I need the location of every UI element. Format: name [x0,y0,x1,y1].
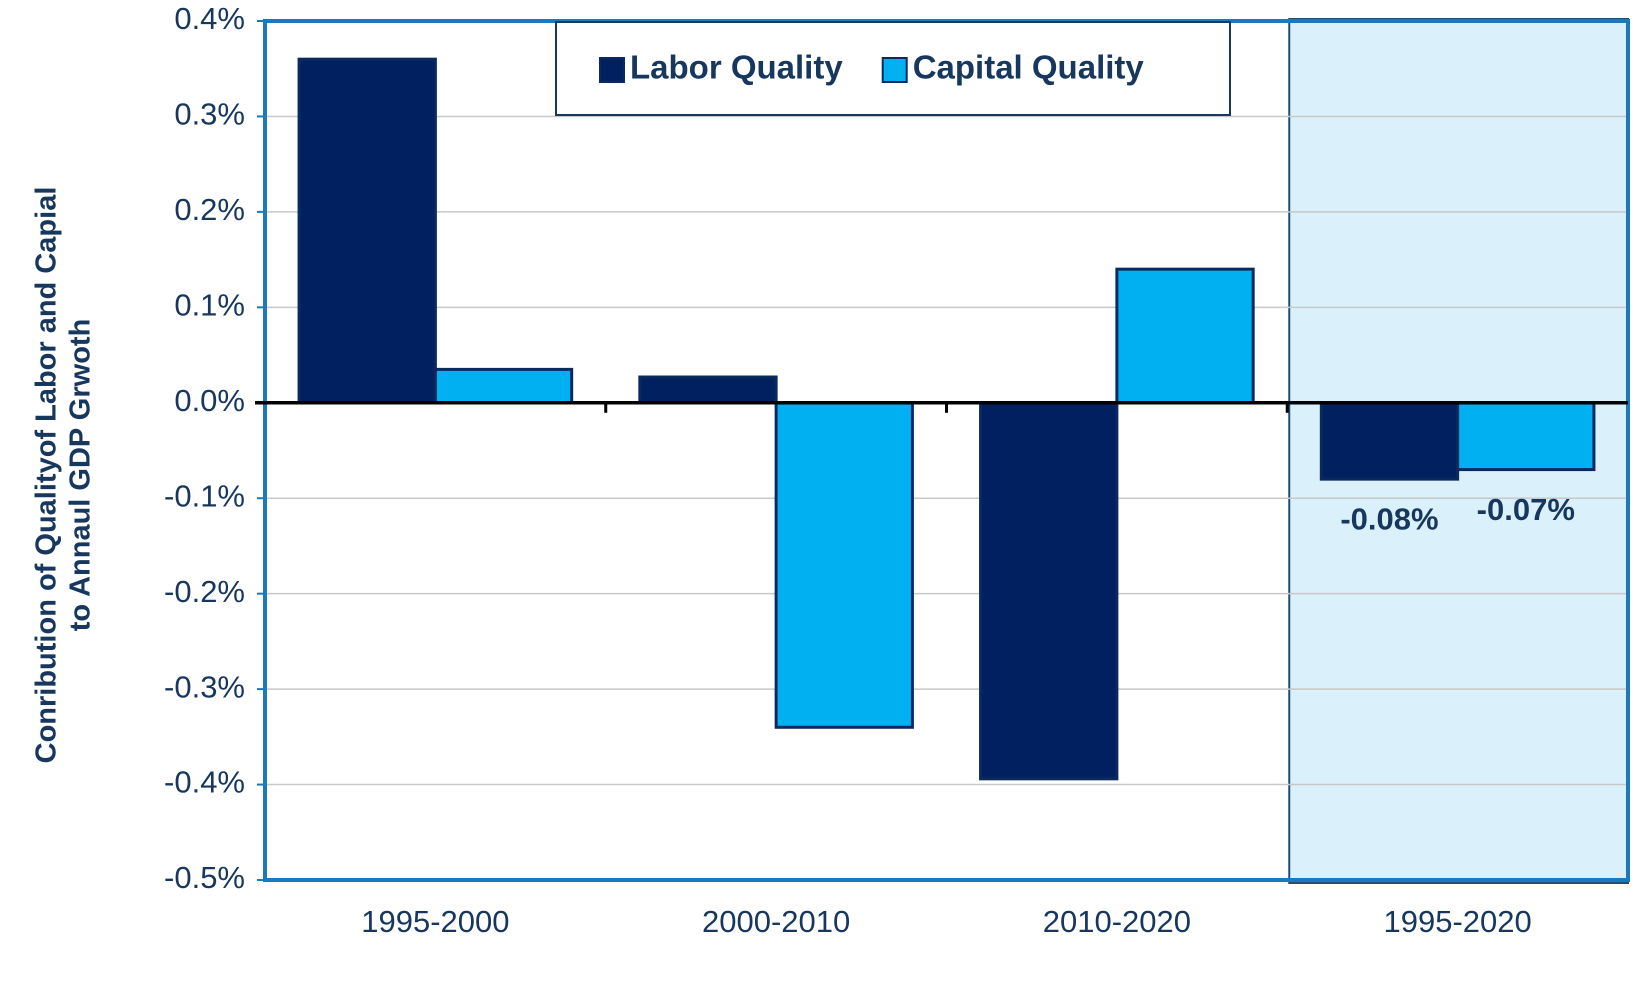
value-label: -0.07% [1477,492,1575,527]
x-tick-label: 2010-2020 [1043,904,1191,939]
legend-swatch [881,57,908,83]
y-tick-label: 0.3% [174,97,245,132]
y-tick-label: 0.2% [174,192,245,227]
y-tick-label: 0.1% [174,288,245,323]
y-tick-label: -0.4% [164,765,245,800]
y-tick-label: -0.5% [164,860,245,895]
bar [638,375,778,405]
y-tick-label: -0.2% [164,574,245,609]
legend-label: Labor Quality [630,49,843,86]
y-tick-label: -0.3% [164,669,245,704]
value-label: -0.08% [1340,501,1438,536]
y-axis-title: to Annaul GDP Grwoth [65,319,97,632]
bar [297,57,437,405]
bar [979,401,1119,781]
x-tick-label: 1995-2020 [1384,904,1532,939]
legend-label: Capital Quality [913,49,1145,86]
bar [1115,267,1255,405]
y-tick-label: -0.1% [164,478,245,513]
bar [1456,401,1596,472]
y-axis-title: Conribution of Qualityof Labor and Capia… [31,187,63,764]
bar [433,367,574,405]
x-tick-label: 2000-2010 [702,904,850,939]
y-tick-label: 0.0% [174,383,245,418]
bar [774,401,914,729]
bar [1319,401,1460,481]
legend-swatch [599,57,625,83]
x-tick-label: 1995-2000 [361,904,509,939]
y-tick-label: 0.4% [174,1,245,36]
